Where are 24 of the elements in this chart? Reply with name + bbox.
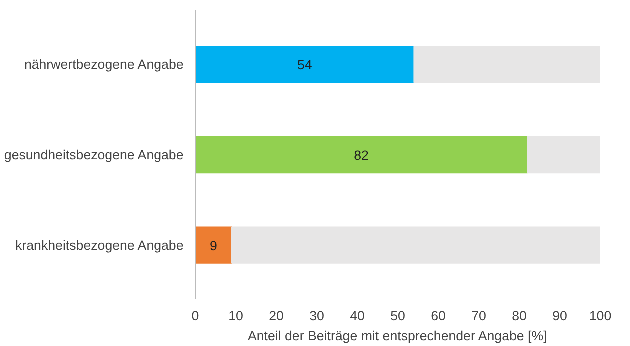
x-tick-label: 50 xyxy=(390,308,406,324)
x-tick-label: 80 xyxy=(512,308,527,324)
bar xyxy=(231,226,600,264)
x-axis-title: Anteil der Beiträge mit entsprechender Angabe [%] xyxy=(248,328,548,344)
x-tick-label: 90 xyxy=(552,308,568,324)
x-tick-label: 70 xyxy=(472,308,486,324)
bar xyxy=(414,46,600,84)
x-tick-label: 40 xyxy=(350,308,365,324)
bar xyxy=(196,136,528,174)
x-tick-label: 0 xyxy=(192,308,200,324)
data-label: 54 xyxy=(297,58,313,73)
x-tick-label: 100 xyxy=(589,308,612,324)
x-tick-label: 30 xyxy=(310,308,324,324)
data-label: 9 xyxy=(210,238,218,254)
y-tick-label: nährwertbezogene Angabe xyxy=(24,57,184,72)
bar xyxy=(527,136,600,174)
bar xyxy=(196,226,232,264)
x-tick-label: 20 xyxy=(269,308,284,324)
data-label: 82 xyxy=(354,148,369,163)
x-tick-label: 10 xyxy=(228,308,244,324)
x-tick-label: 60 xyxy=(431,308,446,324)
bar xyxy=(196,46,415,84)
y-tick-label: krankheitsbezogene Angabe xyxy=(16,238,184,253)
y-tick-label: gesundheitsbezogene Angabe xyxy=(4,148,184,162)
